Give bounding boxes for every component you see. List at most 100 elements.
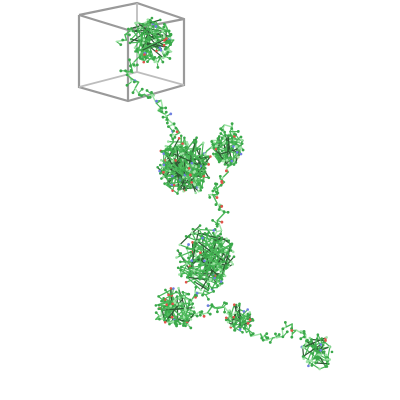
atom [185,246,189,250]
atom [195,249,199,253]
atom [164,311,167,315]
atom [164,110,168,114]
atom [202,314,206,318]
atom [230,159,234,163]
atom [281,335,285,339]
atom [193,243,196,247]
atom [154,38,157,42]
atom [183,177,187,181]
atom [198,274,202,278]
atom [215,268,219,272]
atom [119,43,123,47]
bond [141,37,168,52]
atom [146,18,150,21]
atom [152,57,155,61]
atom [316,333,320,337]
atom [135,49,138,53]
atom [238,328,242,331]
atom [175,295,179,298]
atom [308,359,312,362]
atom [171,189,174,192]
atom [328,345,331,349]
atom [172,183,176,187]
atom [164,174,168,177]
atom [199,255,203,259]
bond [213,144,228,161]
atom [155,99,158,103]
atom [204,270,208,274]
bond [178,270,197,276]
atom [193,311,196,315]
atom [234,322,237,326]
atom [167,29,171,33]
atom [302,335,306,339]
atom [175,256,178,259]
atom [251,319,255,322]
atom [140,43,143,47]
atom [125,83,129,87]
atom [313,356,316,360]
atom [140,38,143,42]
bond [217,141,228,150]
atom [184,308,187,312]
atom [199,175,203,179]
molecule-atoms [119,16,334,371]
atom [219,232,222,236]
atom [215,190,219,194]
atom [230,127,234,130]
atom [172,155,176,159]
atom [242,310,246,313]
atom [180,274,183,278]
atom [237,139,240,143]
atom [209,264,212,268]
atom [186,164,190,168]
atom [222,210,226,214]
atom [163,38,166,42]
atom [157,38,160,42]
atom [232,255,236,258]
atom [232,315,236,319]
atom [178,273,181,276]
bond [147,19,157,41]
atom [232,320,236,323]
atom [186,275,190,278]
bond [223,124,233,128]
atom [327,362,330,366]
atom [229,246,232,249]
atom [164,30,168,33]
atom [179,268,182,272]
atom [164,164,168,167]
atom [217,208,221,211]
bond [160,137,198,180]
atom [219,276,223,280]
atom [191,274,195,277]
atom [183,136,186,140]
atom [241,320,244,324]
atom [274,332,277,336]
atom [201,172,204,176]
atom [219,127,223,131]
atom [170,149,174,153]
atom [162,43,166,47]
atom [176,192,179,195]
bond [211,193,219,205]
bond [217,147,240,156]
atom [223,136,226,140]
bond [205,253,213,280]
atom [168,41,172,45]
atom [132,80,136,84]
atom [214,147,218,151]
atom [183,158,187,162]
bond [154,58,159,64]
atom [208,278,212,282]
atom [200,310,204,314]
atom [225,140,229,144]
atom [206,253,210,257]
atom [142,60,146,64]
atom [138,55,142,59]
atom [160,308,164,312]
atom [158,46,162,50]
atom [176,180,180,183]
